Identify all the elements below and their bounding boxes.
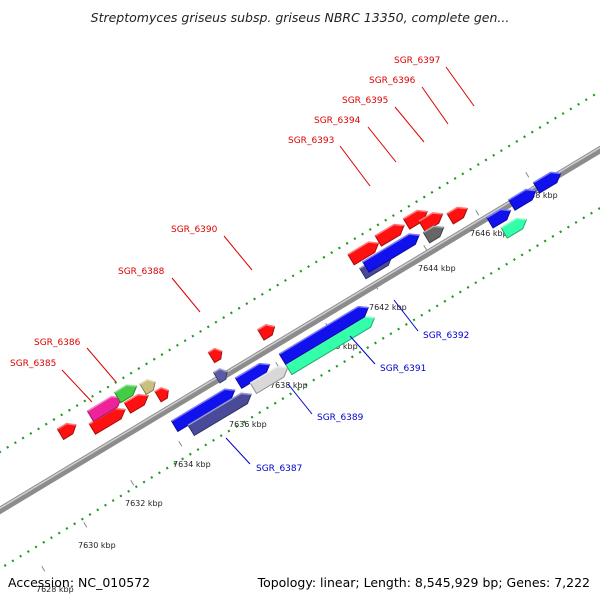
gene-labels[interactable]: SGR_6385 SGR_6386 SGR_6388 SGR_6390 SGR_6393…: [10, 56, 475, 474]
scale-tick-mark: [525, 172, 530, 178]
gene-arrow[interactable]: [532, 171, 562, 194]
scale-tick-label: 7628 kbp: [36, 585, 74, 594]
gene-arrow-highlight: [213, 368, 228, 374]
gene-features[interactable]: [56, 171, 562, 441]
scale-tick-mark: [475, 210, 480, 216]
gene-label-top[interactable]: SGR_6394: [314, 116, 361, 126]
scale-tick-mark: [178, 441, 183, 447]
gene-label-bottom-leader: [287, 383, 313, 415]
scale-tick-label: 7644 kbp: [418, 264, 456, 273]
gene-arrow-highlight: [57, 422, 77, 430]
gene-arrow-highlight: [486, 208, 511, 219]
gene-arrow-highlight: [249, 365, 288, 384]
gene-label-top[interactable]: SGR_6396: [369, 76, 416, 86]
gene-arrow-highlight: [362, 233, 420, 263]
gene-label-top-leader: [86, 347, 117, 383]
gene-arrow-highlight: [279, 305, 369, 355]
backbone-line: [0, 145, 600, 515]
scale-tick-label: 7630 kbp: [78, 541, 116, 550]
gene-label-top-leader: [445, 66, 475, 107]
genome-backbone: [0, 145, 600, 515]
scale-tick-mark: [130, 480, 135, 486]
gene-label-top-leader: [421, 86, 449, 125]
genome-stats-text: Topology: linear; Length: 8,545,929 bp; …: [257, 575, 590, 590]
gene-label-top-leader: [171, 277, 201, 313]
gene-label-top-leader: [61, 369, 93, 403]
gene-label-bottom-leader: [393, 299, 419, 332]
gene-arrow-highlight: [235, 362, 270, 379]
map-title: Streptomyces griseus subsp. griseus NBRC…: [90, 10, 510, 25]
track-dots: [0, 206, 600, 570]
scale-tick-mark: [41, 566, 46, 572]
scale-tick-mark: [423, 245, 428, 251]
gene-label-bottom[interactable]: SGR_6389: [317, 413, 364, 423]
gene-arrow-highlight: [533, 171, 561, 184]
gene-arrow-highlight: [418, 212, 443, 222]
gene-label-top[interactable]: SGR_6390: [171, 225, 218, 235]
gene-arrow-highlight: [257, 323, 275, 331]
accession-text: Accession: NC_010572: [8, 575, 151, 590]
gene-arrow-highlight: [423, 225, 444, 234]
gene-label-top[interactable]: SGR_6395: [342, 96, 388, 106]
gene-arrow[interactable]: [257, 324, 276, 341]
scale-ticks: 7628 kbp 7630 kbp 7632 kbp 7634 kbp 7636 kbp…: [36, 172, 558, 594]
gene-arrow-highlight: [508, 188, 536, 201]
scale-tick-label: 7632 kbp: [125, 499, 163, 508]
gene-arrow-highlight: [124, 393, 149, 404]
gene-label-bottom[interactable]: SGR_6392: [423, 331, 469, 341]
gene-label-top[interactable]: SGR_6397: [394, 56, 440, 66]
gene-arrow-highlight: [347, 241, 379, 256]
gene-arrow[interactable]: [56, 422, 77, 441]
gene-arrow-highlight: [187, 392, 252, 426]
scale-tick-label: 7646 kbp: [470, 229, 508, 238]
gene-arrow[interactable]: [446, 206, 469, 225]
scale-tick-mark: [83, 522, 88, 528]
gene-arrow-highlight: [374, 223, 405, 237]
gene-arrow-highlight: [114, 384, 137, 394]
scale-tick-label: 7642 kbp: [369, 303, 407, 312]
gene-label-top[interactable]: SGR_6388: [118, 267, 165, 277]
gene-label-top[interactable]: SGR_6393: [288, 136, 334, 146]
backbone-highlight: [0, 146, 600, 510]
gene-arrow-highlight: [208, 347, 223, 353]
gene-arrow-highlight: [446, 206, 468, 215]
gene-arrow-highlight: [403, 209, 428, 220]
gene-label-bottom[interactable]: SGR_6391: [380, 364, 426, 374]
scale-tick-mark: [374, 284, 379, 290]
gene-arrow[interactable]: [508, 189, 537, 211]
gene-label-bottom[interactable]: SGR_6387: [256, 464, 302, 474]
gene-label-top-leader: [367, 126, 397, 163]
scale-tick-label: 7648 kbp: [520, 191, 558, 200]
gene-label-bottom-leader: [225, 437, 251, 465]
gene-label-top-leader: [394, 106, 425, 143]
gene-label-top-leader: [223, 235, 253, 271]
gene-label-bottom-leader: [349, 335, 376, 365]
gene-arrow-highlight: [500, 217, 527, 229]
gene-arrow-highlight: [171, 388, 235, 422]
scale-tick-label: 7636 kbp: [229, 420, 267, 429]
gene-label-top-leader: [339, 145, 371, 187]
scale-tick-label: 7634 kbp: [173, 460, 211, 469]
gene-label-top[interactable]: SGR_6385: [10, 359, 56, 369]
gene-arrow-highlight: [139, 378, 156, 385]
gene-arrow-highlight: [154, 386, 169, 393]
gene-label-top[interactable]: SGR_6386: [34, 338, 81, 348]
